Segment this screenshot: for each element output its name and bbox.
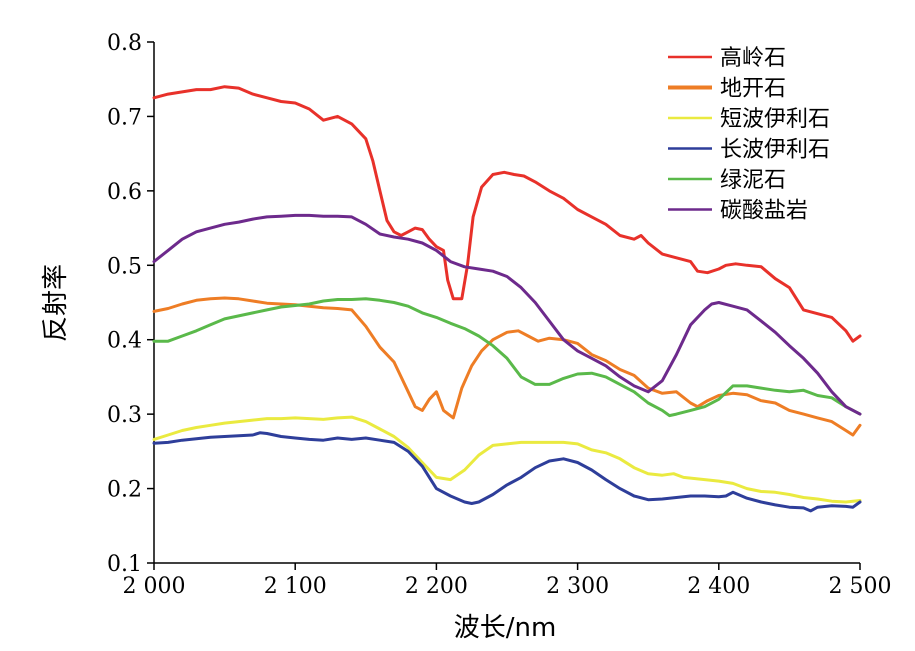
legend-label: 地开石	[720, 77, 786, 102]
x-axis-title: 波长/nm	[454, 613, 557, 643]
y-tick-label: 0.7	[107, 105, 142, 130]
x-tick-label: 2 200	[405, 574, 468, 599]
y-tick-label: 0.4	[107, 329, 142, 354]
legend-label: 高岭石	[720, 46, 786, 71]
y-axis-title: 反射率	[41, 264, 71, 342]
x-tick-label: 2 500	[829, 574, 892, 599]
x-tick-label: 2 000	[123, 574, 186, 599]
legend-label: 长波伊利石	[720, 138, 830, 163]
legend-label: 碳酸盐岩	[720, 199, 808, 224]
series-line-2	[152, 296, 862, 437]
y-tick-label: 0.8	[107, 31, 142, 56]
x-tick-label: 2 100	[264, 574, 327, 599]
y-tick-label: 0.6	[107, 180, 142, 205]
series-line-5	[152, 297, 862, 418]
axes: 0.1 0.2 0.3 0.4 0.5 0.6 0.7 0.8 2 000 2 100 2 200 2…	[107, 31, 891, 599]
series-layer	[152, 85, 862, 513]
series-line-4	[152, 431, 862, 513]
legend-label: 短波伊利石	[720, 107, 830, 132]
legend-label: 绿泥石	[720, 168, 786, 193]
y-tick-label: 0.2	[107, 478, 142, 503]
series-line-3	[152, 415, 862, 504]
y-tick-label: 0.5	[107, 254, 142, 279]
x-tick-label: 2 400	[687, 574, 750, 599]
y-tick-label: 0.3	[107, 403, 142, 428]
series-line-6	[152, 213, 862, 416]
x-tick-label: 2 300	[546, 574, 609, 599]
y-tick-label: 0.1	[107, 552, 142, 577]
series-line-1	[152, 85, 862, 343]
